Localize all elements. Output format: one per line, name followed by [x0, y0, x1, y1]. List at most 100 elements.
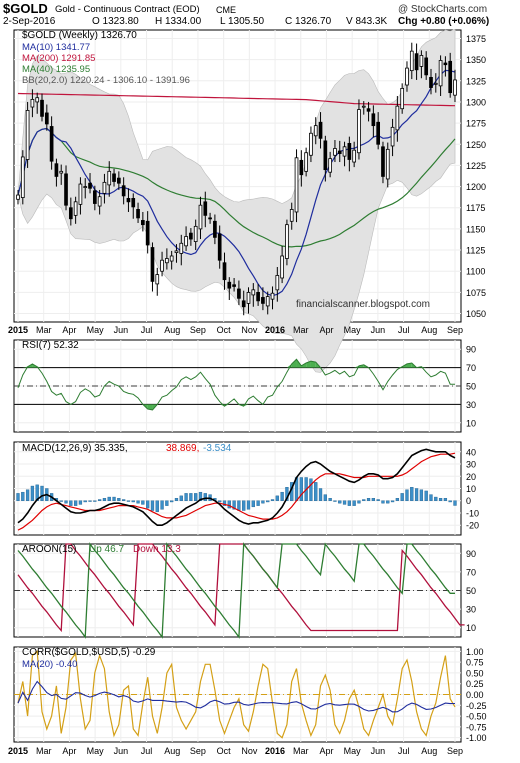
candle-body: [150, 247, 155, 282]
corr-x-label: Jun: [114, 746, 129, 756]
macd-histogram-bar: [97, 499, 102, 501]
macd-tick-label: 10: [466, 484, 476, 494]
corr-x-label: Jul: [141, 746, 153, 756]
candle-body: [261, 297, 265, 304]
macd-histogram-bar: [107, 496, 111, 501]
macd-histogram-bar: [69, 500, 73, 506]
macd-histogram-bar: [102, 498, 107, 501]
corr-x-label: Oct: [217, 746, 232, 756]
candle-body: [208, 217, 212, 220]
corr-x-label: 2016: [265, 746, 285, 756]
candle-body: [184, 236, 188, 247]
price-x-label: Nov: [241, 325, 258, 335]
rsi-line: [17, 358, 455, 411]
candle-body: [347, 143, 352, 160]
candle-body: [30, 99, 35, 108]
candle-body: [16, 194, 20, 200]
candle-body: [342, 146, 347, 157]
price-legend-bb: BB(20,2.0) 1220.24 - 1306.10 - 1391.96: [22, 75, 190, 86]
macd-histogram-bar: [170, 500, 174, 503]
corr-tick-label: 0.00: [466, 690, 484, 700]
corr-x-label: Apr: [62, 746, 76, 756]
price-x-label: May: [87, 325, 105, 335]
macd-histogram-bar: [338, 500, 342, 504]
macd-histogram-bar: [146, 500, 150, 509]
price-legend-symbol: $GOLD (Weekly) 1326.70: [22, 30, 137, 41]
candle-body: [73, 201, 78, 216]
candle-body: [237, 288, 241, 299]
macd-histogram-bar: [117, 498, 121, 501]
aroon-tick-label: 90: [466, 549, 476, 559]
candle-body: [189, 232, 193, 240]
macd-histogram-bar: [30, 485, 35, 501]
macd-histogram-bar: [88, 500, 92, 502]
macd-histogram-bar: [314, 482, 318, 501]
macd-histogram-bar: [448, 500, 452, 503]
candle-body: [35, 97, 40, 103]
candle-body: [232, 284, 236, 287]
candle-body: [289, 209, 294, 222]
candle-body: [361, 105, 366, 108]
macd-histogram-bar: [218, 500, 222, 503]
corr-ma-line: [17, 680, 456, 713]
candle-body: [409, 50, 414, 72]
price-x-label: Oct: [217, 325, 232, 335]
candle-body: [337, 150, 342, 154]
macd-histogram-bar: [40, 485, 44, 501]
price-x-label: Jul: [398, 325, 410, 335]
macd-histogram-bar: [227, 500, 231, 509]
candle-body: [126, 198, 131, 203]
candle-body: [145, 220, 150, 246]
macd-histogram-bar: [194, 493, 198, 501]
candle-body: [241, 300, 246, 308]
quote-date: 2-Sep-2016: [3, 16, 56, 27]
price-tick-label: 1125: [466, 246, 485, 256]
candle-body: [141, 220, 145, 226]
candle-body: [160, 259, 164, 272]
rsi-overbought-fill: [310, 361, 316, 368]
macd-tick-label: 20: [466, 472, 476, 482]
aroon-tick-label: 30: [466, 605, 476, 615]
price-x-label: Mar: [36, 325, 52, 335]
macd-tick-label: 0: [466, 496, 471, 506]
macd-histogram-bar: [93, 500, 97, 502]
candle-body: [256, 291, 260, 302]
macd-histogram-bar: [16, 493, 20, 501]
macd-histogram-bar: [160, 500, 164, 510]
macd-histogram-bar: [309, 478, 313, 501]
candle-body: [246, 291, 251, 304]
candle-body: [59, 170, 64, 174]
candle-body: [405, 67, 409, 86]
macd-histogram-bar: [179, 495, 183, 501]
price-x-label: Jun: [114, 325, 129, 335]
candle-body: [92, 190, 97, 204]
candle-body: [424, 57, 429, 76]
candle-body: [155, 274, 160, 285]
macd-tick-label: -10: [466, 508, 479, 518]
macd-tick-label: 30: [466, 460, 476, 470]
macd-legend-main: MACD(12,26,9) 35.335,: [22, 443, 128, 454]
macd-histogram-bar: [165, 500, 169, 506]
price-x-label: Mar: [293, 325, 309, 335]
candle-body: [193, 225, 198, 242]
candle-body: [88, 182, 92, 189]
candle-body: [112, 173, 116, 182]
brand-label[interactable]: @ StockCharts.com: [398, 4, 488, 15]
price-legend-ma10: MA(10) 1341.77: [22, 42, 90, 53]
candle-body: [203, 201, 208, 216]
macd-histogram-bar: [376, 499, 380, 501]
macd-histogram-bar: [198, 491, 203, 501]
corr-x-label: May: [344, 746, 362, 756]
price-tick-label: 1175: [466, 203, 485, 213]
candle-body: [414, 53, 419, 71]
macd-histogram-bar: [21, 491, 25, 501]
candle-body: [121, 185, 126, 197]
macd-histogram-bar: [270, 499, 275, 501]
corr-tick-label: 0.75: [466, 658, 484, 668]
macd-histogram-bar: [73, 500, 78, 506]
price-tick-label: 1075: [466, 288, 486, 298]
rsi-tick-label: 10: [466, 418, 476, 428]
macd-histogram-bar: [386, 500, 390, 504]
price-tick-label: 1250: [466, 140, 486, 150]
